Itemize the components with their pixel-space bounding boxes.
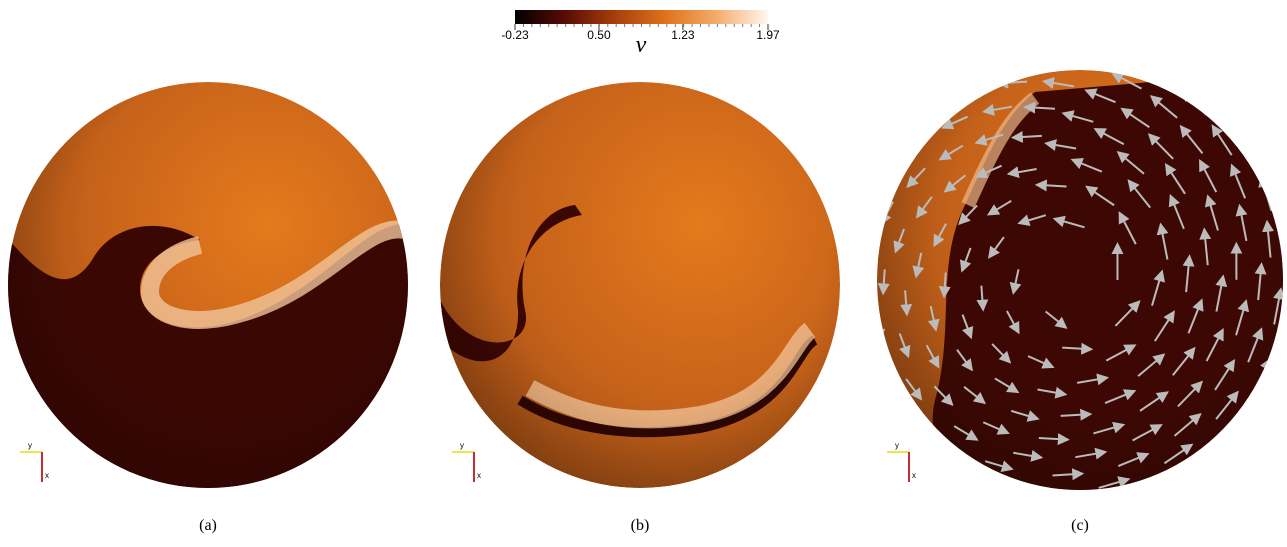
sphere-c xyxy=(876,70,1287,495)
caption: (b) xyxy=(631,517,650,534)
colorbar-tick-label: 1.23 xyxy=(671,28,695,42)
sphere-a xyxy=(5,82,412,495)
axis-label: y xyxy=(895,441,899,450)
axis-label: y xyxy=(460,441,464,450)
colorbar-label: v xyxy=(636,32,647,58)
colorbar xyxy=(515,10,768,24)
axis-label: x xyxy=(477,471,481,480)
axis-label: x xyxy=(45,471,49,480)
sphere-b xyxy=(440,82,840,488)
caption: (a) xyxy=(199,517,217,534)
caption: (c) xyxy=(1071,517,1089,534)
axis-label: y xyxy=(28,441,32,450)
axis-label: x xyxy=(912,471,916,480)
figure: -0.23 0.50 1.23 1.97 v (a) y x (b) y x (c) y x xyxy=(0,0,1287,547)
colorbar-tick-label: -0.23 xyxy=(501,28,529,42)
colorbar-tick-label: 0.50 xyxy=(587,28,611,42)
colorbar-tick-label: 1.97 xyxy=(756,28,780,42)
